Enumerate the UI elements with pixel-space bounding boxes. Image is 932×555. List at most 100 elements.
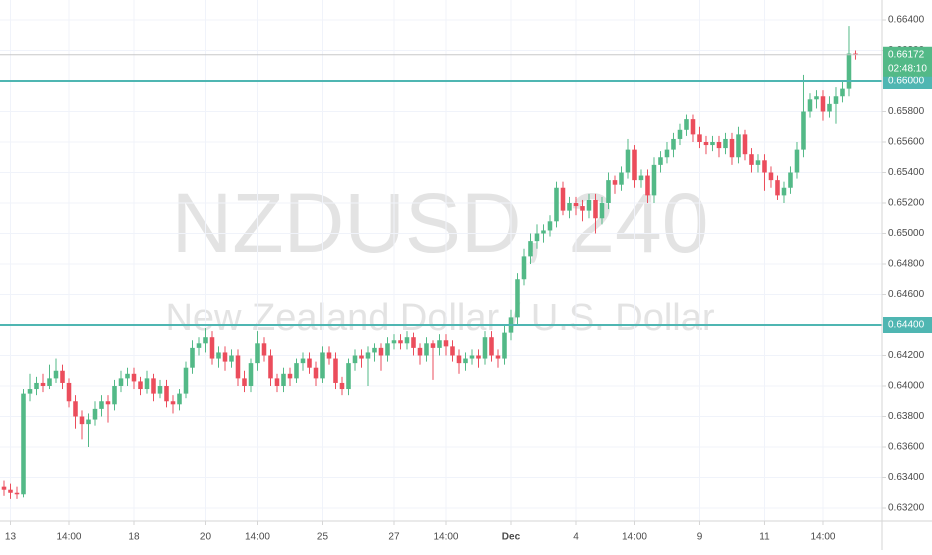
candle-body xyxy=(27,389,33,394)
candle-body xyxy=(651,164,657,196)
candle-body xyxy=(742,134,748,155)
overlay xyxy=(0,54,882,326)
candle-body xyxy=(547,221,553,231)
candle-body xyxy=(632,149,637,181)
candle-body xyxy=(66,382,72,402)
candle-body xyxy=(729,138,735,158)
x-tick-label: 14:00 xyxy=(622,532,647,543)
last-price-bg xyxy=(883,46,932,77)
candle-body xyxy=(398,340,403,344)
candle-body xyxy=(157,386,163,394)
candle-body xyxy=(333,358,338,383)
candle-body xyxy=(8,489,13,493)
y-tick-label: 0.65800 xyxy=(888,106,925,117)
candle-body xyxy=(807,99,813,112)
candle-body xyxy=(86,419,91,425)
candle-body xyxy=(814,96,819,100)
countdown: 02:48:10 xyxy=(888,63,927,74)
candle-body xyxy=(443,340,449,347)
candle-body xyxy=(164,386,169,402)
candle-body xyxy=(833,96,839,104)
x-tick-label: 20 xyxy=(200,532,212,543)
y-tick-label: 0.64000 xyxy=(888,381,925,392)
candle-body xyxy=(196,343,202,348)
y-tick-label: 0.63800 xyxy=(888,411,925,422)
candle-body xyxy=(827,103,832,112)
candle-body xyxy=(820,96,826,112)
candle-body xyxy=(40,382,46,386)
x-tick-label: 14:00 xyxy=(810,532,835,543)
x-tick-label: 27 xyxy=(388,532,400,543)
candle-body xyxy=(268,355,273,379)
candle-body xyxy=(346,363,351,390)
candle-body xyxy=(684,119,689,130)
candle-body xyxy=(541,230,546,234)
x-tick-label: 9 xyxy=(697,532,703,543)
last-price-label: 0.66172 xyxy=(888,49,925,60)
candle-body xyxy=(261,343,267,356)
candle-body xyxy=(92,408,98,420)
candle-body xyxy=(645,175,650,196)
candle-body xyxy=(463,358,468,364)
candle-body xyxy=(209,337,215,359)
candle-body xyxy=(710,142,715,146)
candle-body xyxy=(170,401,176,405)
candle-body xyxy=(144,378,150,390)
candle-body xyxy=(307,358,312,368)
y-tick-label: 0.63600 xyxy=(888,442,925,453)
candle-body xyxy=(385,343,390,356)
candle-body xyxy=(248,363,254,386)
candle-body xyxy=(34,382,39,390)
price-label-bg xyxy=(883,317,932,333)
candle-body xyxy=(424,343,429,356)
candle-body xyxy=(846,53,852,89)
candle-body xyxy=(242,378,247,386)
candle-body xyxy=(294,363,299,379)
watermark-symbol: NZDUSD, 240 xyxy=(172,176,709,270)
candle-body xyxy=(274,378,280,386)
y-tick-label: 0.64800 xyxy=(888,259,925,270)
x-tick-label: 13 xyxy=(5,532,17,543)
candle-body xyxy=(502,332,507,359)
candle-body xyxy=(365,352,371,359)
candle-body xyxy=(703,142,709,146)
candle-body xyxy=(359,355,364,359)
candle-body xyxy=(229,355,234,362)
candle-body xyxy=(469,355,475,359)
y-tick-label: 0.65000 xyxy=(888,228,925,239)
x-tick-label: 14:00 xyxy=(433,532,458,543)
x-tick-label: 18 xyxy=(128,532,140,543)
candle-body xyxy=(476,355,481,359)
price-label: 0.64400 xyxy=(888,320,925,331)
candle-body xyxy=(658,157,663,165)
candle-body xyxy=(781,187,787,196)
candle-body xyxy=(73,401,78,417)
candles xyxy=(1,26,858,499)
candle-body xyxy=(320,352,325,379)
candle-body xyxy=(60,370,65,383)
candle-body xyxy=(300,358,306,364)
candle-body xyxy=(47,378,52,386)
price-label-bg xyxy=(883,73,932,89)
candle-body xyxy=(450,346,455,356)
x-tick-label: 11 xyxy=(759,532,770,543)
candle-body xyxy=(554,187,559,222)
candle-body xyxy=(521,256,527,280)
candle-body xyxy=(677,129,683,139)
candle-body xyxy=(573,203,579,207)
candle-body xyxy=(378,347,384,356)
candle-body xyxy=(99,401,104,409)
candle-body xyxy=(619,172,624,185)
candle-body xyxy=(222,352,228,362)
candle-body xyxy=(560,187,566,211)
candle-body xyxy=(326,352,332,359)
candle-body xyxy=(190,347,195,368)
candle-body xyxy=(404,337,410,344)
x-tick-label: 14:00 xyxy=(245,532,270,543)
candle-body xyxy=(625,149,631,173)
candle-body xyxy=(372,347,377,353)
candle-body xyxy=(183,367,189,394)
candle-body xyxy=(430,343,436,348)
candle-body xyxy=(131,373,137,382)
